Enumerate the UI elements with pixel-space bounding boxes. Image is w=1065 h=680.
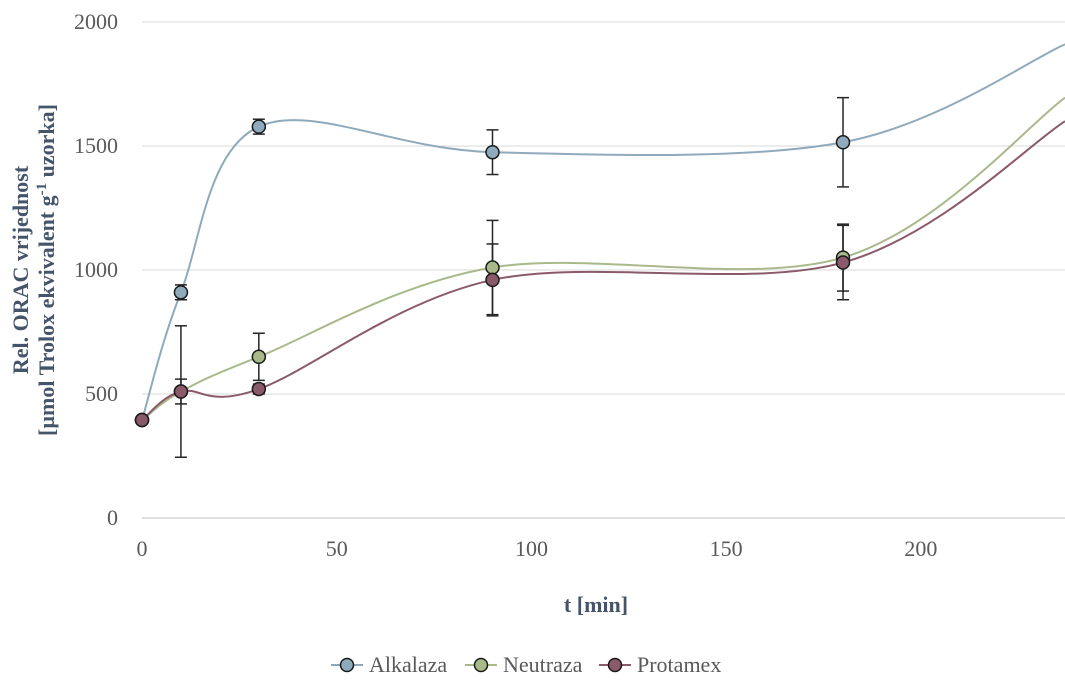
data-point-neutraza bbox=[251, 349, 267, 365]
y-tick-label: 1000 bbox=[74, 257, 118, 282]
legend: Alkalaza Neutraza Protamex bbox=[331, 652, 721, 677]
x-tick-label: 150 bbox=[710, 536, 743, 561]
data-point-protamex bbox=[485, 272, 500, 288]
legend-marker-alkalaza bbox=[339, 657, 355, 673]
y-tick-label: 1500 bbox=[74, 133, 118, 158]
data-point-protamex bbox=[173, 384, 189, 399]
legend-marker-protamex bbox=[607, 657, 623, 673]
legend-item-neutraza: Neutraza bbox=[465, 652, 583, 677]
x-axis-title: t [min] bbox=[564, 592, 628, 617]
series-markers bbox=[134, 119, 851, 428]
x-tick-label: 200 bbox=[904, 536, 937, 561]
data-point-protamex bbox=[251, 381, 267, 397]
x-tick-label: 100 bbox=[515, 536, 548, 561]
legend-label-protamex: Protamex bbox=[637, 652, 721, 677]
data-point-protamex bbox=[134, 412, 150, 428]
data-point-alkalaza bbox=[251, 119, 267, 134]
y-axis-title-line2: [µmol Trolox ekvivalent g-1 uzorka] bbox=[34, 104, 59, 436]
y-tick-labels: 0 500 1000 1500 2000 bbox=[74, 9, 118, 530]
series-line-protamex bbox=[141, 120, 1065, 421]
x-tick-labels: 0 50 100 150 200 bbox=[137, 536, 938, 561]
series-line-alkalaza bbox=[141, 43, 1065, 421]
legend-marker-neutraza bbox=[473, 657, 489, 673]
legend-label-neutraza: Neutraza bbox=[503, 652, 583, 677]
data-point-alkalaza bbox=[485, 144, 500, 160]
data-point-neutraza bbox=[485, 260, 500, 275]
x-tick-label: 50 bbox=[326, 536, 348, 561]
series-lines bbox=[141, 43, 1065, 421]
legend-item-protamex: Protamex bbox=[599, 652, 721, 677]
y-tick-label: 2000 bbox=[74, 9, 118, 34]
data-point-alkalaza bbox=[173, 285, 189, 300]
legend-label-alkalaza: Alkalaza bbox=[369, 652, 447, 677]
gridlines bbox=[142, 21, 1065, 395]
y-tick-label: 0 bbox=[107, 505, 118, 530]
x-tick-label: 0 bbox=[137, 536, 148, 561]
data-point-alkalaza bbox=[835, 135, 851, 150]
data-point-protamex bbox=[835, 255, 851, 270]
y-axis-title: Rel. ORAC vrijednost [µmol Trolox ekviva… bbox=[8, 104, 59, 436]
y-axis-title-line1: Rel. ORAC vrijednost bbox=[8, 165, 33, 374]
y-tick-label: 500 bbox=[85, 381, 118, 406]
legend-item-alkalaza: Alkalaza bbox=[331, 652, 447, 677]
